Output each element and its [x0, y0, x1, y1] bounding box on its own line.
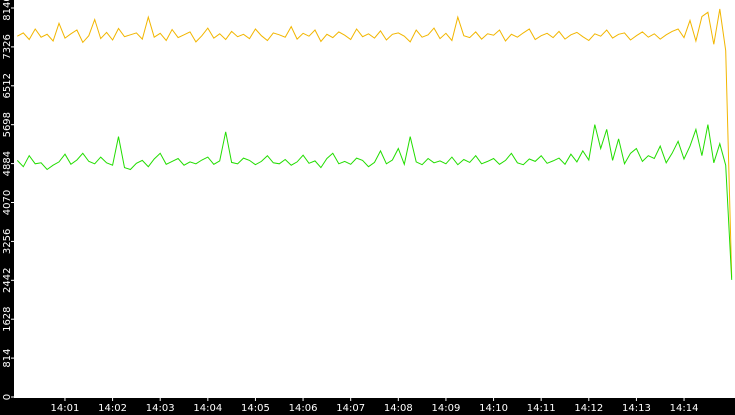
series-line: [16, 124, 733, 280]
y-tick-label: 2442: [2, 268, 13, 293]
x-tick-label: 14:03: [146, 403, 175, 414]
x-tick-label: 14:14: [670, 403, 699, 414]
x-tick-label: 14:04: [193, 403, 222, 414]
y-tick-label: 3256: [2, 229, 13, 254]
x-tick-label: 14:05: [241, 403, 270, 414]
x-tick-label: 14:08: [384, 403, 413, 414]
y-tick-label: 814: [2, 349, 13, 368]
x-tick-label: 14:06: [289, 403, 318, 414]
x-tick-label: 14:13: [622, 403, 651, 414]
y-tick-label: 1628: [2, 306, 13, 331]
x-tick-label: 14:11: [527, 403, 556, 414]
x-tick-label: 14:10: [479, 403, 508, 414]
x-tick-label: 14:01: [51, 403, 80, 414]
y-tick-label: 0: [2, 394, 13, 400]
series-line: [17, 8, 733, 278]
y-tick-label: 6512: [2, 73, 13, 98]
y-tick-label: 4070: [2, 190, 13, 215]
x-tick-label: 14:02: [98, 403, 127, 414]
x-tick-label: 14:12: [574, 403, 603, 414]
y-axis-band: [0, 0, 14, 415]
x-tick-label: 14:07: [336, 403, 365, 414]
y-tick-label: 8140: [2, 0, 13, 21]
x-tick-label: 14:09: [432, 403, 461, 414]
y-tick-label: 5698: [2, 112, 13, 137]
x-axis-band: [0, 398, 735, 415]
y-tick-label: 7326: [2, 34, 13, 59]
y-tick-label: 4884: [2, 151, 13, 176]
